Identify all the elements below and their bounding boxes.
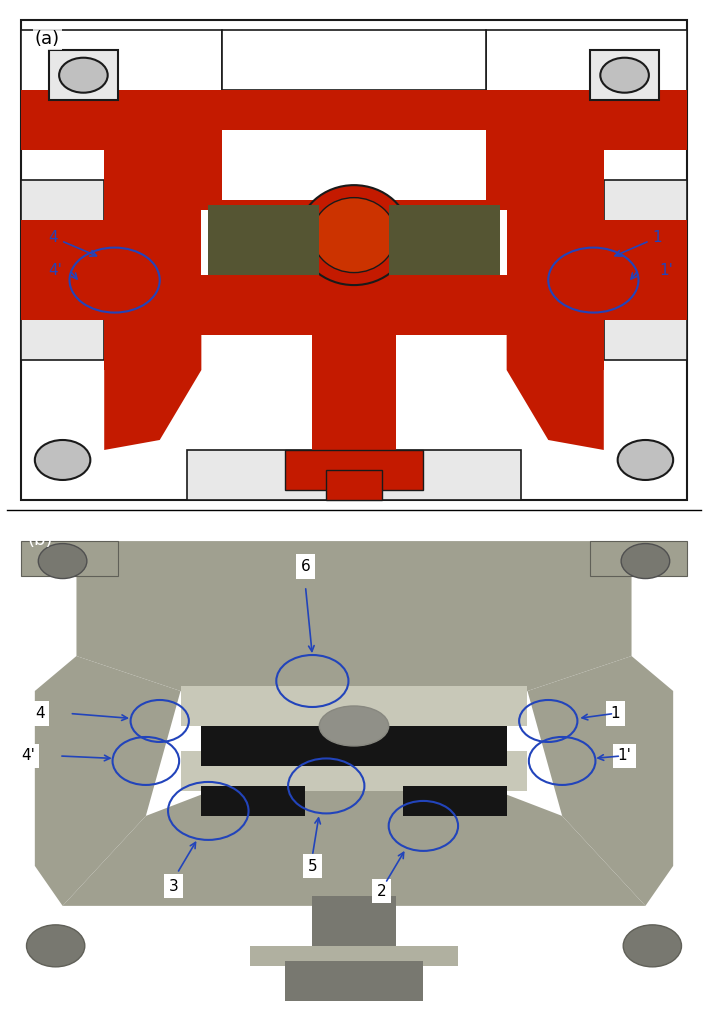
Text: (a): (a) xyxy=(35,31,60,48)
Text: 4': 4' xyxy=(49,262,62,278)
Polygon shape xyxy=(62,766,646,906)
FancyBboxPatch shape xyxy=(181,751,527,791)
FancyBboxPatch shape xyxy=(403,786,507,816)
FancyBboxPatch shape xyxy=(201,111,507,210)
Circle shape xyxy=(617,440,673,480)
FancyBboxPatch shape xyxy=(208,205,319,275)
Polygon shape xyxy=(104,335,201,450)
Circle shape xyxy=(59,57,108,93)
Polygon shape xyxy=(590,541,687,577)
Text: 4: 4 xyxy=(35,706,45,721)
FancyBboxPatch shape xyxy=(312,896,396,976)
Text: 1: 1 xyxy=(615,230,662,256)
Ellipse shape xyxy=(299,185,409,285)
Text: 1': 1' xyxy=(617,749,632,764)
Polygon shape xyxy=(507,335,604,450)
Text: 6: 6 xyxy=(301,559,310,574)
Circle shape xyxy=(38,544,87,579)
Polygon shape xyxy=(76,541,632,706)
FancyBboxPatch shape xyxy=(250,946,458,966)
FancyBboxPatch shape xyxy=(201,786,305,816)
Text: 3: 3 xyxy=(169,879,178,894)
FancyBboxPatch shape xyxy=(188,450,520,500)
FancyBboxPatch shape xyxy=(21,180,104,360)
Ellipse shape xyxy=(319,706,389,745)
Text: 4: 4 xyxy=(49,230,96,256)
Text: (b): (b) xyxy=(28,531,53,549)
FancyBboxPatch shape xyxy=(201,726,507,766)
FancyBboxPatch shape xyxy=(21,90,118,151)
Text: 5: 5 xyxy=(307,859,317,873)
FancyBboxPatch shape xyxy=(201,275,507,335)
FancyBboxPatch shape xyxy=(590,90,687,151)
FancyBboxPatch shape xyxy=(49,50,118,100)
FancyBboxPatch shape xyxy=(181,686,527,726)
FancyBboxPatch shape xyxy=(604,180,687,360)
Ellipse shape xyxy=(312,198,396,272)
FancyBboxPatch shape xyxy=(486,31,687,120)
FancyBboxPatch shape xyxy=(326,470,382,500)
FancyBboxPatch shape xyxy=(222,130,486,200)
Polygon shape xyxy=(35,656,181,906)
FancyBboxPatch shape xyxy=(104,90,201,370)
Text: 2: 2 xyxy=(377,884,387,899)
Circle shape xyxy=(621,544,670,579)
Text: 4': 4' xyxy=(21,749,35,764)
Text: 1: 1 xyxy=(611,706,620,721)
Polygon shape xyxy=(527,656,673,906)
FancyBboxPatch shape xyxy=(312,330,396,450)
FancyBboxPatch shape xyxy=(285,450,423,489)
Circle shape xyxy=(35,440,91,480)
FancyBboxPatch shape xyxy=(222,31,486,90)
Polygon shape xyxy=(21,541,118,577)
FancyBboxPatch shape xyxy=(21,220,104,321)
FancyBboxPatch shape xyxy=(389,205,500,275)
Circle shape xyxy=(26,925,85,967)
FancyBboxPatch shape xyxy=(104,90,604,151)
FancyBboxPatch shape xyxy=(21,20,687,500)
Circle shape xyxy=(600,57,649,93)
FancyBboxPatch shape xyxy=(507,90,604,370)
FancyBboxPatch shape xyxy=(604,220,687,321)
FancyBboxPatch shape xyxy=(590,50,659,100)
Text: 1': 1' xyxy=(659,262,673,278)
Circle shape xyxy=(623,925,682,967)
FancyBboxPatch shape xyxy=(285,961,423,1000)
FancyBboxPatch shape xyxy=(21,31,222,120)
